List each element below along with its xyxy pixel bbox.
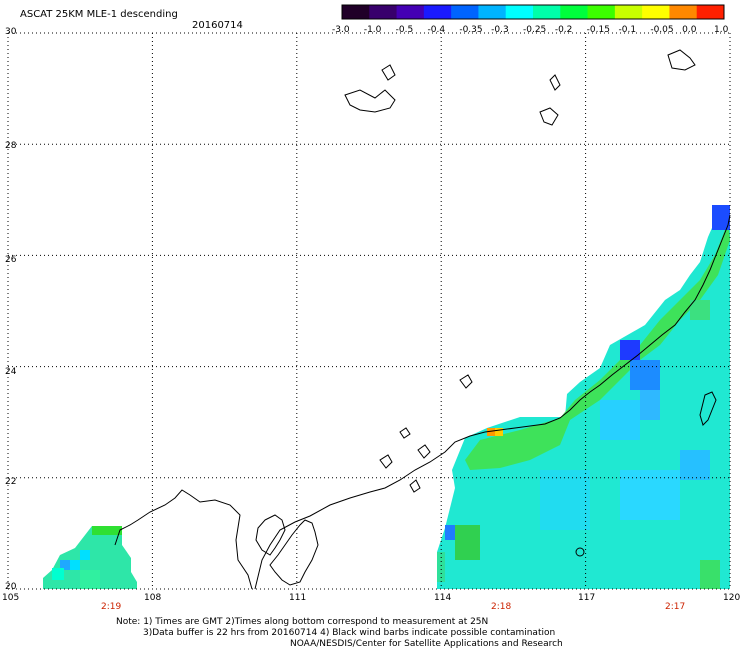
color-scale-swatch [533, 5, 561, 19]
map-date: 20160714 [192, 20, 243, 31]
color-scale-label: -0.4 [427, 25, 446, 35]
map-title: ASCAT 25KM MLE-1 descending [20, 9, 178, 20]
swath-east-coastal [465, 222, 730, 470]
taiwan-coast [699, 391, 717, 426]
swath-east-patch [437, 552, 445, 582]
lat-label: 28 [5, 141, 17, 151]
wind-data-swaths [43, 205, 730, 589]
pass-time: 2:17 [665, 602, 686, 612]
northern-islands [344, 49, 696, 126]
lon-label: 108 [144, 593, 162, 603]
color-scale-label: 0.0 [682, 25, 697, 35]
color-scale-swatch [587, 5, 616, 19]
swath-east-patch [690, 300, 710, 320]
color-scale-swatch [642, 5, 670, 19]
color-scale-swatch [614, 5, 643, 19]
note-line-1: Note: 1) Times are GMT 2)Times along bot… [116, 617, 489, 627]
lat-label: 30 [5, 27, 17, 37]
color-scale-label: -0.35 [459, 25, 483, 35]
color-scale-swatch [478, 5, 507, 19]
color-scale-swatch [451, 5, 479, 19]
lat-label: 24 [5, 367, 17, 377]
color-scale-label: -0.05 [650, 25, 674, 35]
swath-west-patch [60, 560, 70, 570]
small-island [575, 547, 585, 557]
color-scale-swatch [560, 5, 589, 19]
swath-west-patch [70, 560, 80, 570]
swath-west-patch [52, 568, 64, 580]
color-scale-frame [341, 4, 725, 20]
swath-east-patch [495, 428, 503, 436]
lon-label: 111 [289, 593, 307, 603]
color-scale-swatch [396, 5, 425, 19]
color-scale-swatch [342, 5, 370, 19]
color-scale-label: -0.5 [395, 25, 414, 35]
color-scale-label: -3.0 [332, 25, 350, 35]
color-scale-label: -0.3 [491, 25, 509, 35]
coastal-islands [379, 374, 473, 493]
color-scale-swatch [669, 5, 698, 19]
swath-east-patch [700, 560, 720, 589]
swath-east-patch [487, 428, 495, 436]
lon-label: 114 [434, 593, 452, 603]
color-scale-swatch [505, 5, 534, 19]
swath-east-patch [620, 340, 640, 360]
note-line-3: NOAA/NESDIS/Center for Satellite Applica… [290, 639, 563, 649]
china-coast [114, 214, 731, 590]
hainan-island [269, 519, 319, 586]
color-scale-swatch [696, 5, 725, 19]
swath-east-patch [445, 525, 455, 540]
swath-east-patch [712, 205, 730, 230]
pass-time: 2:18 [491, 602, 512, 612]
color-scale-bar [341, 4, 725, 20]
color-scale-label: -0.2 [554, 25, 573, 35]
swath-east-patch [630, 360, 660, 390]
color-scale-label: -0.1 [618, 25, 637, 35]
lon-label: 105 [2, 593, 20, 603]
note-line-2: 3)Data buffer is 22 hrs from 20160714 4)… [143, 628, 556, 638]
lon-label: 120 [723, 593, 740, 603]
color-scale-label: -0.25 [523, 25, 547, 35]
lon-label: 117 [578, 593, 596, 603]
swath-west-patch [80, 570, 100, 589]
color-scale-swatch [369, 5, 398, 19]
swath-east-patch [455, 525, 480, 560]
color-scale-label: 1.0 [714, 25, 729, 35]
swath-east-patch [680, 450, 710, 480]
lat-label: 22 [5, 477, 17, 487]
color-scale-swatch [423, 5, 452, 19]
coastline [114, 49, 731, 590]
pass-time: 2:19 [101, 602, 122, 612]
swath-east-patch [620, 470, 680, 520]
swath-east-patch [600, 400, 640, 440]
lat-label: 20 [5, 582, 17, 592]
color-scale-label: -1.0 [363, 25, 382, 35]
hainan-island [255, 514, 286, 556]
lat-label: 26 [5, 255, 17, 265]
swath-west-patch [92, 526, 122, 535]
swath-east-patch [540, 470, 590, 530]
lat-lon-grid [7, 32, 731, 590]
color-scale-label: -0.15 [586, 25, 610, 35]
swath-west-patch [80, 550, 90, 560]
swath-east-patch [640, 390, 660, 420]
